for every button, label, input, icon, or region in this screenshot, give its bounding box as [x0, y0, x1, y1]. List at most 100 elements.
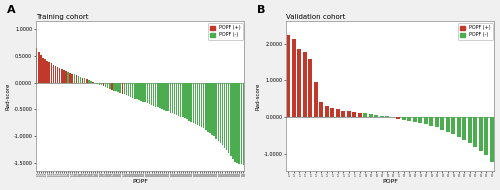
Bar	[402, 117, 406, 120]
Bar	[142, 83, 144, 102]
Bar	[78, 76, 79, 83]
Legend: POPF (+), POPF (-): POPF (+), POPF (-)	[458, 23, 493, 40]
X-axis label: POPF: POPF	[382, 179, 398, 184]
Bar	[188, 83, 190, 120]
Bar	[418, 117, 422, 123]
Bar	[325, 106, 329, 117]
Y-axis label: Rad-score: Rad-score	[256, 82, 260, 110]
Bar	[238, 83, 240, 164]
Bar	[182, 83, 184, 117]
Text: Validation cohort: Validation cohort	[286, 14, 345, 20]
Bar	[52, 65, 54, 83]
Bar	[124, 83, 125, 94]
Bar	[42, 58, 43, 83]
Bar	[292, 39, 296, 117]
Bar	[462, 117, 466, 140]
Bar	[314, 82, 318, 117]
Bar	[132, 83, 134, 98]
Bar	[214, 83, 215, 136]
Bar	[166, 83, 167, 111]
Bar	[59, 68, 60, 83]
Bar	[396, 117, 400, 119]
Bar	[138, 83, 140, 100]
Bar	[303, 52, 307, 117]
Bar	[430, 117, 434, 126]
Bar	[65, 71, 66, 83]
Bar	[176, 83, 178, 115]
Bar	[48, 63, 50, 83]
Bar	[122, 83, 123, 94]
Bar	[222, 83, 223, 145]
Bar	[161, 83, 162, 109]
Bar	[468, 117, 471, 143]
Bar	[201, 83, 202, 127]
Bar	[72, 74, 73, 83]
Bar	[207, 83, 208, 132]
Bar	[435, 117, 439, 127]
Bar	[109, 83, 110, 89]
Bar	[452, 117, 455, 134]
Bar	[174, 83, 175, 114]
Bar	[226, 83, 228, 150]
Bar	[473, 117, 477, 147]
Bar	[192, 83, 194, 123]
Bar	[446, 117, 450, 132]
Bar	[159, 83, 160, 108]
Y-axis label: Rad-score: Rad-score	[6, 82, 10, 110]
Bar	[220, 83, 221, 143]
Bar	[128, 83, 130, 96]
Bar	[209, 83, 210, 133]
Bar	[164, 83, 165, 110]
Bar	[100, 83, 102, 85]
Bar	[186, 83, 188, 120]
Bar	[184, 83, 186, 118]
Bar	[107, 83, 108, 88]
Bar	[80, 77, 82, 83]
Bar	[364, 113, 368, 117]
Bar	[216, 83, 217, 139]
Bar	[92, 82, 94, 83]
Bar	[90, 81, 92, 83]
Bar	[134, 83, 136, 99]
Bar	[199, 83, 200, 126]
Bar	[36, 48, 38, 83]
Text: B: B	[256, 6, 265, 15]
Bar	[242, 83, 244, 165]
Bar	[386, 116, 390, 117]
Text: A: A	[6, 6, 15, 15]
Bar	[194, 83, 196, 124]
Bar	[308, 59, 312, 117]
Bar	[168, 83, 169, 112]
Bar	[212, 83, 213, 135]
Legend: POPF (+), POPF (-): POPF (+), POPF (-)	[208, 23, 243, 40]
Bar	[232, 83, 234, 159]
Bar	[88, 80, 90, 83]
X-axis label: POPF: POPF	[132, 179, 148, 184]
Bar	[153, 83, 154, 106]
Bar	[148, 83, 150, 104]
Text: Training cohort: Training cohort	[36, 14, 88, 20]
Bar	[111, 83, 112, 90]
Bar	[98, 83, 100, 85]
Bar	[46, 61, 48, 83]
Bar	[286, 35, 290, 117]
Bar	[38, 52, 40, 83]
Bar	[424, 117, 428, 124]
Bar	[369, 114, 373, 117]
Bar	[457, 117, 460, 137]
Bar	[440, 117, 444, 130]
Bar	[352, 112, 356, 117]
Bar	[82, 78, 84, 83]
Bar	[196, 83, 198, 125]
Bar	[298, 49, 302, 117]
Bar	[120, 83, 121, 93]
Bar	[478, 117, 482, 151]
Bar	[180, 83, 182, 117]
Bar	[155, 83, 156, 107]
Bar	[157, 83, 158, 107]
Bar	[146, 83, 148, 103]
Bar	[203, 83, 204, 128]
Bar	[130, 83, 132, 97]
Bar	[380, 116, 384, 117]
Bar	[61, 69, 62, 83]
